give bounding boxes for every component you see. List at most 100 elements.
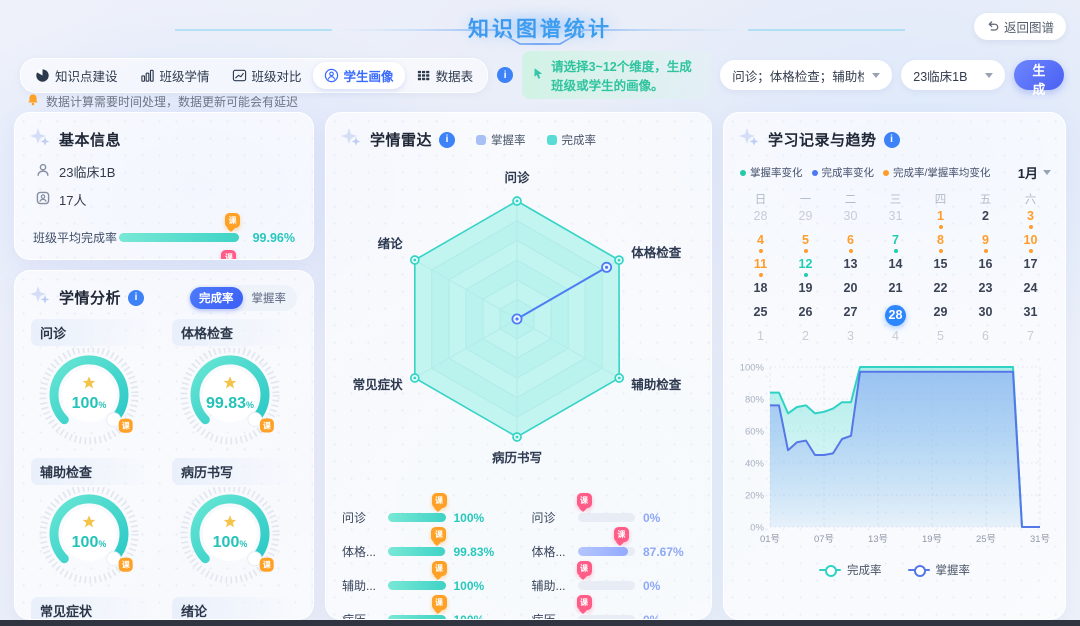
calendar-day-25[interactable]: 25: [738, 305, 783, 329]
calendar-day-2[interactable]: 2: [963, 209, 1008, 233]
calendar-day-28[interactable]: 28: [738, 209, 783, 233]
completion-swatch: [546, 134, 557, 145]
day-number: 11: [753, 257, 768, 271]
calendar-day-14[interactable]: 14: [873, 257, 918, 281]
month-select[interactable]: 1月: [1018, 163, 1051, 182]
day-number: 7: [1027, 329, 1034, 343]
dimension-select[interactable]: 问诊；体格检查；辅助检...: [720, 60, 893, 90]
day-number: 19: [798, 281, 813, 295]
progress-track: 课: [388, 561, 447, 590]
generate-button[interactable]: 生成: [1013, 60, 1064, 97]
info-icon[interactable]: [497, 67, 514, 83]
calendar-day-27[interactable]: 27: [828, 305, 873, 329]
tab-1[interactable]: 知识点建设: [24, 62, 129, 89]
progress-label: 班级平均完成率: [33, 231, 118, 245]
calendar-day-2[interactable]: 2: [783, 329, 828, 353]
tab-4[interactable]: 学生画像: [312, 61, 405, 89]
day-number: 6: [982, 329, 989, 343]
gauge-dial: 100% 课: [172, 487, 299, 587]
progress-fill: [388, 581, 446, 590]
calendar-day-18[interactable]: 18: [738, 281, 783, 305]
sparkle-icon: [29, 284, 51, 311]
day-number: 29: [798, 209, 813, 223]
weekday-header: 日: [754, 193, 767, 206]
info-icon[interactable]: [128, 289, 145, 306]
svg-text:100%: 100%: [71, 534, 106, 551]
day-number: 6: [847, 233, 854, 247]
calendar-day-10[interactable]: 10: [1008, 233, 1053, 257]
progress-fill: [119, 233, 239, 242]
calendar-day-22[interactable]: 22: [918, 281, 963, 305]
calendar-day-7[interactable]: 7: [1008, 329, 1053, 353]
progress-row: 病历... 课 100%: [342, 595, 506, 619]
toggle-completion[interactable]: 完成率: [190, 286, 243, 309]
calendar-day-12[interactable]: 12: [783, 257, 828, 281]
calendar-day-31[interactable]: 31: [873, 209, 918, 233]
chart-legend-mastery: 掌握率: [907, 562, 970, 578]
tab-5[interactable]: 数据表: [405, 62, 485, 89]
main-content: 基本信息 23临床1B 17人 班级平均完成率课99.96%班级平均掌握率课96…: [14, 112, 1066, 620]
calendar-day-29[interactable]: 29: [918, 305, 963, 329]
calendar-day-20[interactable]: 20: [828, 281, 873, 305]
calendar-day-4[interactable]: 4: [873, 329, 918, 353]
calendar-day-1[interactable]: 1: [738, 329, 783, 353]
calendar-day-19[interactable]: 19: [783, 281, 828, 305]
bar-chart-icon: [140, 68, 155, 83]
progress-fill: [388, 513, 446, 522]
calendar-day-29[interactable]: 29: [783, 209, 828, 233]
calendar-day-24[interactable]: 24: [1008, 281, 1053, 305]
day-number: 24: [1023, 281, 1038, 295]
day-number: 23: [978, 281, 993, 295]
back-to-graph-button[interactable]: 返回图谱: [973, 13, 1066, 40]
toggle-mastery[interactable]: 掌握率: [251, 292, 287, 305]
calendar-day-6[interactable]: 6: [828, 233, 873, 257]
trend-chart: 0% 20% 40% 60% 80% 100% 01号 07号 13号 19号 25号 31号: [740, 363, 1050, 546]
day-number: 25: [753, 305, 768, 319]
calendar-day-31[interactable]: 31: [1008, 305, 1053, 329]
tab-2[interactable]: 班级学情: [129, 62, 221, 89]
day-number: 4: [892, 329, 899, 343]
calendar-day-15[interactable]: 15: [918, 257, 963, 281]
calendar-day-17[interactable]: 17: [1008, 257, 1053, 281]
progress-label: 病历...: [531, 613, 566, 620]
calendar-day-1[interactable]: 1: [918, 209, 963, 233]
calendar-day-26[interactable]: 26: [783, 305, 828, 329]
class-name: 23临床1B: [59, 165, 116, 180]
calendar-day-5[interactable]: 5: [783, 233, 828, 257]
calendar-day-30[interactable]: 30: [828, 209, 873, 233]
tab-3[interactable]: 班级对比: [221, 62, 313, 89]
calendar-day-4[interactable]: 4: [738, 233, 783, 257]
svg-text:20%: 20%: [745, 491, 765, 502]
progress-track: 课: [577, 527, 635, 556]
radar-title: 学情雷达: [370, 132, 433, 149]
info-icon[interactable]: [883, 131, 900, 148]
day-number: 2: [802, 329, 809, 343]
calendar-day-21[interactable]: 21: [873, 281, 918, 305]
svg-text:绪论: 绪论: [378, 236, 404, 251]
legend-both-change: 完成率/掌握率均变化: [883, 165, 990, 180]
chevron-down-icon: [1043, 170, 1051, 175]
person-icon: [35, 162, 51, 181]
basic-info-title: 基本信息: [59, 132, 122, 149]
progress-track: 课: [576, 595, 635, 619]
weekday-header: 三: [889, 193, 902, 206]
class-select[interactable]: 23临床1B: [901, 60, 1005, 90]
calendar-day-28[interactable]: 28: [873, 305, 918, 329]
calendar-day-6[interactable]: 6: [963, 329, 1008, 353]
calendar-day-5[interactable]: 5: [918, 329, 963, 353]
bottom-edge-bar: [0, 620, 1080, 626]
progress-label: 体格...: [342, 545, 377, 559]
calendar-day-11[interactable]: 11: [738, 257, 783, 281]
calendar-day-30[interactable]: 30: [963, 305, 1008, 329]
calendar-day-7[interactable]: 7: [873, 233, 918, 257]
calendar-day-8[interactable]: 8: [918, 233, 963, 257]
calendar-day-3[interactable]: 3: [828, 329, 873, 353]
calendar-day-23[interactable]: 23: [963, 281, 1008, 305]
calendar-day-3[interactable]: 3: [1008, 209, 1053, 233]
calendar-day-16[interactable]: 16: [963, 257, 1008, 281]
calendar-day-9[interactable]: 9: [963, 233, 1008, 257]
info-icon[interactable]: [439, 131, 456, 148]
progress-value: 0%: [643, 510, 661, 525]
calendar-day-13[interactable]: 13: [828, 257, 873, 281]
